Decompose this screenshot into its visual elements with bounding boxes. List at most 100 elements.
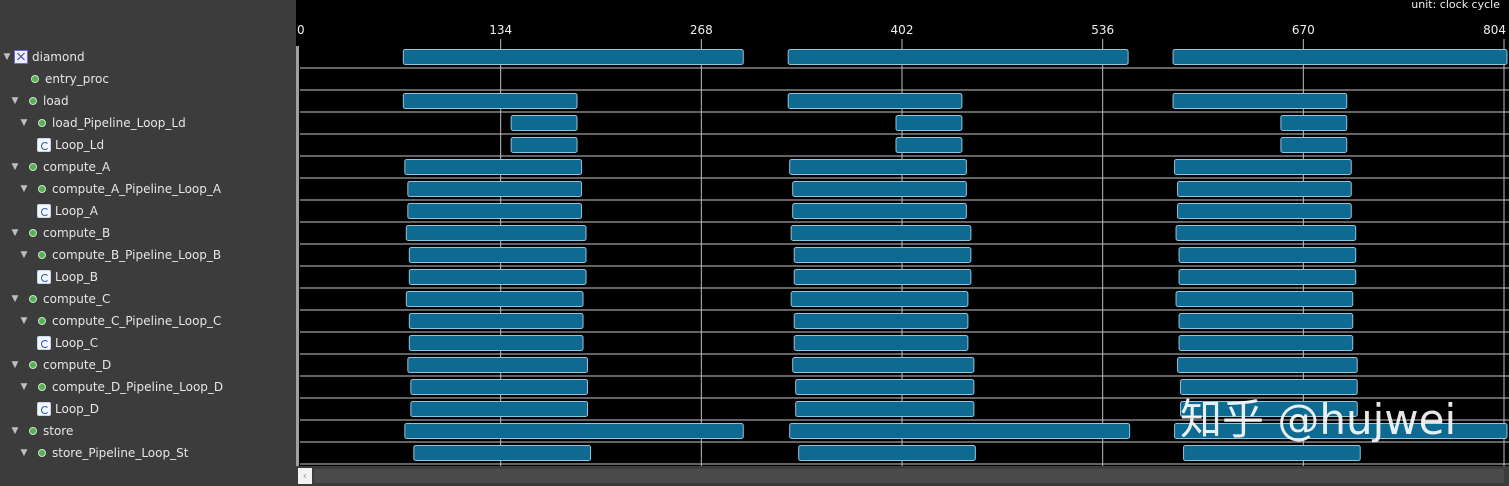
gantt-bar xyxy=(405,291,584,307)
x-tick-label: 134 xyxy=(489,23,512,37)
x-tick-label: 670 xyxy=(1292,23,1315,37)
chevron-down-icon[interactable]: ▼ xyxy=(20,118,28,128)
tree-item-label: compute_B xyxy=(43,226,111,240)
tree-item-label: load xyxy=(43,94,69,108)
chevron-down-icon[interactable]: ▼ xyxy=(11,426,19,436)
tree-item-label: compute_C_Pipeline_Loop_C xyxy=(52,314,222,328)
gantt-bar xyxy=(787,93,963,109)
tree-item-label: Loop_Ld xyxy=(55,138,105,152)
chevron-down-icon[interactable]: ▼ xyxy=(20,448,28,458)
tree-item-load-pipeline-loop-ld[interactable]: ▼ load_Pipeline_Loop_Ld xyxy=(0,112,296,134)
gantt-bar xyxy=(404,423,744,439)
chevron-down-icon[interactable]: ▼ xyxy=(11,96,19,106)
tree-item-loop-d[interactable]: Loop_D xyxy=(0,398,296,420)
loop-icon xyxy=(37,270,51,284)
module-status-icon xyxy=(38,383,46,391)
x-tick-label: 536 xyxy=(1091,23,1114,37)
gantt-bar xyxy=(1178,247,1357,263)
tree-item-label: store xyxy=(43,424,74,438)
gantt-bar xyxy=(793,269,972,285)
gantt-bar xyxy=(407,203,583,219)
chevron-down-icon[interactable]: ▼ xyxy=(11,294,19,304)
gantt-bar xyxy=(410,401,589,417)
x-tick-label: 402 xyxy=(891,23,914,37)
tree-item-compute-b[interactable]: ▼ compute_B xyxy=(0,222,296,244)
module-status-icon xyxy=(29,361,37,369)
tree-item-label: Loop_A xyxy=(55,204,98,218)
tree-item-store[interactable]: ▼ store xyxy=(0,420,296,442)
chevron-down-icon[interactable]: ▼ xyxy=(20,184,28,194)
tree-item-loop-a[interactable]: Loop_A xyxy=(0,200,296,222)
module-status-icon xyxy=(38,185,46,193)
gantt-bar xyxy=(793,335,969,351)
gantt-svg: 0 134 268 402 536 670 804 xyxy=(296,23,1509,466)
chevron-down-icon[interactable]: ▼ xyxy=(3,52,11,62)
scrollbar-thumb[interactable] xyxy=(314,469,1504,483)
module-status-icon xyxy=(38,251,46,259)
gantt-bar xyxy=(793,247,972,263)
tree-item-load[interactable]: ▼ load xyxy=(0,90,296,112)
tree-item-compute-c[interactable]: ▼ compute_C xyxy=(0,288,296,310)
gantt-bar xyxy=(405,225,587,241)
gantt-bar xyxy=(795,401,975,417)
tree-item-entry-proc[interactable]: entry_proc xyxy=(0,68,296,90)
tree-item-label: Loop_C xyxy=(55,336,99,350)
module-status-icon xyxy=(29,427,37,435)
gantt-bar xyxy=(1280,115,1348,131)
chevron-down-icon[interactable]: ▼ xyxy=(20,316,28,326)
x-tick-label: 0 xyxy=(297,23,305,37)
top-module-icon xyxy=(14,50,28,64)
horizontal-scrollbar[interactable]: ‹ xyxy=(296,466,1509,486)
tree-item-label: entry_proc xyxy=(45,72,109,86)
gantt-bar xyxy=(1177,181,1352,197)
gantt-bar xyxy=(1177,357,1358,373)
tree-item-compute-d[interactable]: ▼ compute_D xyxy=(0,354,296,376)
chevron-down-icon[interactable]: ▼ xyxy=(11,228,19,238)
tree-item-label: Loop_D xyxy=(55,402,100,416)
gantt-bar xyxy=(798,445,976,461)
tree-item-compute-b-pipeline-loop-b[interactable]: ▼ compute_B_Pipeline_Loop_B xyxy=(0,244,296,266)
gantt-bar xyxy=(1172,93,1348,109)
gantt-bar xyxy=(1175,291,1354,307)
tree-item-label: diamond xyxy=(32,50,85,64)
chevron-down-icon[interactable]: ▼ xyxy=(20,382,28,392)
module-status-icon xyxy=(29,229,37,237)
gantt-bar xyxy=(402,49,744,65)
module-status-icon xyxy=(31,75,39,83)
chart-left-rail xyxy=(296,46,299,466)
loop-icon xyxy=(37,336,51,350)
gantt-bar xyxy=(408,313,584,329)
gantt-bar xyxy=(402,93,578,109)
gantt-bar xyxy=(792,203,967,219)
gantt-bar xyxy=(1178,313,1354,329)
gantt-bar xyxy=(1183,445,1361,461)
tree-item-label: compute_C xyxy=(43,292,111,306)
chevron-down-icon[interactable]: ▼ xyxy=(20,250,28,260)
loop-icon xyxy=(37,402,51,416)
tree-item-compute-a-pipeline-loop-a[interactable]: ▼ compute_A_Pipeline_Loop_A xyxy=(0,178,296,200)
gantt-bar xyxy=(895,137,963,153)
tree-item-store-pipeline-loop-st[interactable]: ▼ store_Pipeline_Loop_St xyxy=(0,442,296,464)
gantt-bar xyxy=(793,313,969,329)
tree-item-loop-ld[interactable]: Loop_Ld xyxy=(0,134,296,156)
gantt-bar xyxy=(408,269,587,285)
unit-label: unit: clock cycle xyxy=(1411,0,1500,11)
tree-item-label: store_Pipeline_Loop_St xyxy=(52,446,189,460)
module-status-icon xyxy=(29,163,37,171)
gantt-bar xyxy=(1174,423,1508,439)
scroll-left-icon[interactable]: ‹ xyxy=(298,468,312,484)
gantt-bar xyxy=(789,159,967,175)
tree-item-compute-a[interactable]: ▼ compute_A xyxy=(0,156,296,178)
tree-item-compute-d-pipeline-loop-d[interactable]: ▼ compute_D_Pipeline_Loop_D xyxy=(0,376,296,398)
gantt-bar xyxy=(795,379,975,395)
tree-item-loop-b[interactable]: Loop_B xyxy=(0,266,296,288)
gantt-bar xyxy=(413,445,592,461)
tree-item-label: compute_D_Pipeline_Loop_D xyxy=(52,380,224,394)
tree-item-diamond[interactable]: ▼ diamond xyxy=(0,46,296,68)
chevron-down-icon[interactable]: ▼ xyxy=(11,162,19,172)
gantt-bar xyxy=(790,291,969,307)
chevron-down-icon[interactable]: ▼ xyxy=(11,360,19,370)
tree-item-compute-c-pipeline-loop-c[interactable]: ▼ compute_C_Pipeline_Loop_C xyxy=(0,310,296,332)
gantt-bar xyxy=(408,335,584,351)
tree-item-loop-c[interactable]: Loop_C xyxy=(0,332,296,354)
